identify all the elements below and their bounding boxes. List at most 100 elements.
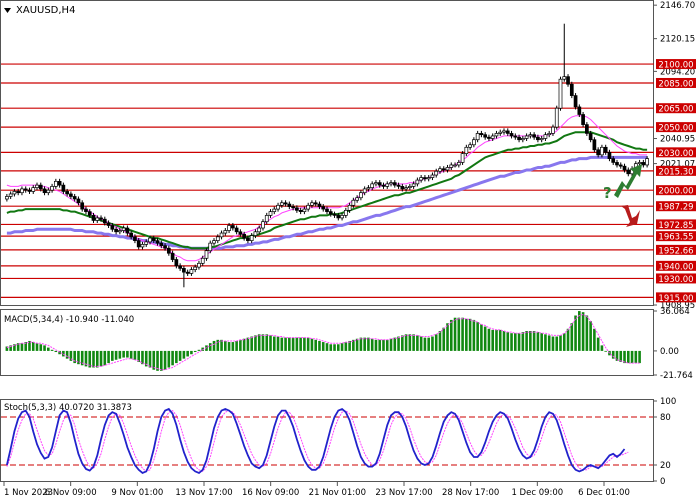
macd-bar (551, 336, 555, 351)
macd-bar (321, 342, 325, 351)
macd-bar (615, 350, 619, 361)
macd-bar (156, 350, 159, 371)
macd-bar (261, 334, 265, 351)
candle-body (310, 202, 314, 206)
candle-body (95, 217, 100, 221)
macd-bar (186, 350, 189, 357)
macd-bar (88, 350, 92, 368)
macd-bar (310, 338, 314, 351)
macd-bar (137, 350, 140, 362)
macd-histogram (5, 311, 641, 371)
price-tick-label: 2094.20 (660, 67, 695, 77)
macd-bar (77, 350, 80, 365)
candle-body (347, 204, 352, 211)
macd-bar (114, 350, 118, 360)
macd-bar (325, 343, 329, 351)
candle-body (291, 206, 295, 209)
macd-bar (506, 332, 510, 351)
macd-bar (118, 350, 122, 359)
candle-body (479, 133, 484, 136)
candle-body (118, 230, 122, 233)
macd-bar (604, 350, 607, 352)
macd-bar (111, 350, 114, 361)
macd-bar (389, 338, 393, 351)
macd-bar (129, 350, 133, 359)
candle-body (603, 146, 608, 153)
price-tick-label: 2146.70 (660, 1, 695, 11)
candle-body (509, 133, 514, 137)
macd-bar (529, 330, 532, 351)
macd-bar (630, 350, 634, 364)
candle-body (69, 193, 73, 197)
macd-bar (611, 350, 615, 359)
macd-bar (269, 335, 272, 351)
macd-bar (126, 350, 129, 358)
candle-body (219, 232, 224, 238)
macd-bar (638, 350, 641, 364)
candle-body (456, 162, 461, 166)
macd-bar (367, 337, 370, 351)
macd-bar (141, 350, 144, 365)
candle-body (392, 182, 397, 186)
candle-body (547, 133, 552, 136)
macd-bar (521, 332, 525, 351)
forecast-marks: ? (603, 164, 642, 227)
macd-bar (303, 337, 306, 351)
level-label: 1963.55 (658, 233, 693, 243)
candle-body (148, 237, 152, 243)
candle-body (35, 184, 39, 189)
macd-bar (99, 350, 103, 367)
macd-bar (216, 339, 220, 351)
candle-body (374, 182, 378, 185)
candle-body (325, 208, 329, 212)
candle-body (257, 227, 262, 233)
level-label: 1987.29 (658, 203, 693, 213)
macd-bar (9, 345, 12, 351)
level-label-bg (656, 260, 696, 271)
candle-body (133, 236, 137, 241)
candle-body (234, 227, 239, 233)
candle-body (340, 215, 344, 219)
candle-body (423, 177, 427, 180)
candle-body (592, 139, 597, 151)
candle-body (453, 164, 457, 167)
candle-body (144, 241, 149, 245)
macd-bar (593, 328, 596, 351)
macd-tick-label: 36.064 (660, 307, 690, 317)
level-label-bg (656, 103, 696, 114)
price-panel: 2146.70 2120.15 2094.20 2040.95 2021.07 1908.… (0, 0, 696, 311)
macd-bar (457, 317, 461, 351)
macd-bar (69, 350, 73, 361)
candle-body (230, 225, 235, 229)
macd-bar (329, 344, 333, 351)
candle-body (197, 262, 201, 268)
time-tick-label: 1 Nov 2023 (4, 488, 53, 498)
level-label-bg (656, 185, 696, 196)
macd-bar (465, 318, 468, 351)
macd-bar (254, 335, 257, 351)
macd-bar (453, 317, 457, 351)
macd-bar (291, 337, 295, 351)
macd-bar (449, 319, 453, 351)
question-mark: ? (603, 184, 612, 202)
level-label: 2015.30 (658, 167, 693, 177)
candle-body (163, 245, 167, 249)
macd-bar (446, 323, 449, 351)
macd-bar (197, 349, 201, 351)
candle-body (464, 146, 469, 154)
candle-body (645, 158, 649, 166)
dropdown-triangle-icon[interactable] (4, 8, 11, 13)
candle-body (272, 208, 277, 212)
candle-body (106, 222, 111, 226)
macd-bar (382, 339, 385, 351)
candle-body (637, 162, 642, 165)
macd-bar (39, 344, 43, 351)
macd-bar (235, 340, 238, 351)
macd-bar (35, 343, 39, 351)
level-label: 1930.00 (658, 275, 693, 285)
macd-bar (578, 311, 581, 351)
level-label-bg (656, 292, 696, 303)
time-tick-label: 23 Nov 17:00 (375, 488, 432, 498)
candle-body (50, 186, 54, 191)
